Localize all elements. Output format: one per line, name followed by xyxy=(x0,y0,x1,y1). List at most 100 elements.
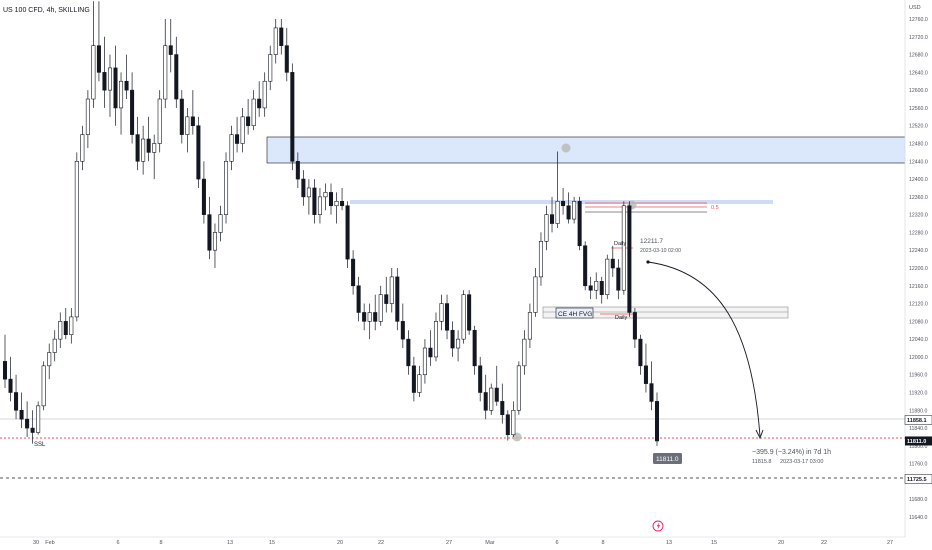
x-tick-label: 22 xyxy=(378,540,384,546)
candle-body xyxy=(119,80,124,109)
candle-body xyxy=(185,116,190,135)
y-tick-label: 11680.0 xyxy=(909,497,927,503)
candle-body xyxy=(47,352,52,367)
candle xyxy=(527,303,532,349)
sweep-marker-high-1[interactable] xyxy=(561,143,571,153)
candle xyxy=(494,365,499,406)
candle-body xyxy=(63,321,68,335)
candle xyxy=(262,72,267,117)
currency-label: USD xyxy=(909,5,921,11)
candle-body xyxy=(2,361,8,380)
ce-fvg-label-box xyxy=(555,307,594,319)
candle-body xyxy=(124,80,129,91)
candle xyxy=(124,54,129,100)
candle xyxy=(643,343,648,393)
candle-body xyxy=(483,392,488,411)
last-price-box-text: 11811.0 xyxy=(656,456,679,463)
x-tick-label: 15 xyxy=(269,540,275,546)
projection-start-price: 12211.7 xyxy=(640,238,663,245)
candle xyxy=(583,241,588,291)
candle xyxy=(483,374,488,420)
x-tick-label: Mar xyxy=(485,540,495,546)
y-tick-label: 11800.0 xyxy=(909,444,927,450)
y-tick-label: 12320.0 xyxy=(909,213,928,219)
candle-body xyxy=(599,281,604,295)
candle xyxy=(179,90,184,144)
level-11858-label: 11858.1 xyxy=(907,418,927,424)
candle xyxy=(395,268,400,331)
candle xyxy=(445,294,450,340)
candle xyxy=(52,330,57,362)
candle xyxy=(649,361,654,411)
candle xyxy=(240,107,245,153)
candle xyxy=(334,192,339,224)
candle xyxy=(63,308,68,340)
candle-body xyxy=(577,201,582,247)
x-tick-label: 8 xyxy=(601,540,604,546)
candle xyxy=(417,365,422,397)
candle xyxy=(621,201,626,295)
candle xyxy=(544,205,549,251)
time-axis[interactable]: 30 Feb 6 8 13 15 20 22 27 Mar 6 8 13 15 20 22 27 xyxy=(0,536,905,546)
candle-body xyxy=(273,27,278,55)
x-tick-label: 15 xyxy=(711,540,717,546)
candle-body xyxy=(627,205,632,313)
candle xyxy=(113,45,118,126)
candle xyxy=(627,201,632,317)
candle xyxy=(356,276,361,322)
x-tick-label: 13 xyxy=(227,540,233,546)
candle xyxy=(428,330,433,366)
candle xyxy=(654,392,660,446)
candle-body xyxy=(141,138,146,162)
candle-body xyxy=(323,192,328,198)
y-tick-label: 11640.0 xyxy=(909,515,927,521)
y-tick-label: 12680.0 xyxy=(909,53,928,59)
candle xyxy=(284,27,289,82)
candle-body xyxy=(610,258,615,269)
candle-body xyxy=(456,338,461,349)
candle-body xyxy=(550,214,555,224)
candle xyxy=(478,356,483,402)
candle xyxy=(47,343,52,380)
candle-body xyxy=(538,241,543,278)
supply-zone[interactable] xyxy=(266,136,908,164)
candle xyxy=(456,330,461,362)
fvg-zone[interactable] xyxy=(542,306,789,319)
candle-body xyxy=(583,245,588,287)
candle xyxy=(80,125,85,171)
candle-body xyxy=(279,27,284,46)
last-price-box xyxy=(653,453,682,464)
candle xyxy=(616,259,621,300)
candle xyxy=(146,116,151,162)
y-tick-label: 12160.0 xyxy=(909,284,928,290)
candle xyxy=(69,308,74,344)
candle-body xyxy=(649,383,654,402)
candle-body xyxy=(36,405,41,433)
candle-body xyxy=(306,187,311,198)
candle xyxy=(505,410,510,441)
candle-body xyxy=(345,205,350,260)
candle xyxy=(467,290,472,335)
projection-end-price: 11815.8 xyxy=(752,459,771,465)
candle xyxy=(58,312,63,349)
candle-body xyxy=(135,134,140,162)
y-tick-label: 12120.0 xyxy=(909,302,928,308)
candle-body xyxy=(262,80,267,109)
projection-arrow-head xyxy=(755,429,764,440)
projection-start-time: 2023-03-10 02:00 xyxy=(640,248,681,254)
candle-body xyxy=(373,312,378,322)
candle xyxy=(572,196,577,224)
candle xyxy=(41,361,46,411)
price-axis[interactable]: USD 12760.0 12720.0 12680.0 12640.0 12600.0 1… xyxy=(904,0,932,550)
candle-body xyxy=(218,214,223,233)
candle xyxy=(91,1,96,108)
candle xyxy=(328,183,334,215)
y-tick-label: 12400.0 xyxy=(909,177,928,183)
candle xyxy=(588,276,593,300)
candle xyxy=(74,152,79,322)
candle xyxy=(251,90,256,131)
x-tick-label: 20 xyxy=(778,540,784,546)
candle xyxy=(373,294,378,331)
level-11858-box xyxy=(904,415,932,425)
candle-body xyxy=(334,201,339,207)
